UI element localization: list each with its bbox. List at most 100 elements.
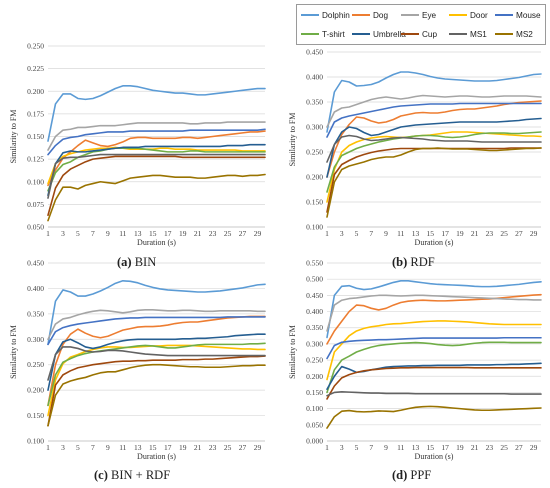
chart-panel-4: 0.000 0.050 0.100 0.150 0.200 0.250 0.300 0.350… xyxy=(288,259,542,461)
x-tick-label: 7 xyxy=(91,443,95,452)
legend-item-door: Door xyxy=(449,6,488,24)
x-tick-label: 5 xyxy=(76,443,80,452)
series-line-eye xyxy=(47,121,266,151)
series-line-eye xyxy=(47,308,266,341)
legend-label: Mouse xyxy=(516,10,541,20)
x-tick-label: 15 xyxy=(149,443,157,452)
legend-item-tshirt: T-shirt xyxy=(301,25,345,43)
x-tick-label: 1 xyxy=(325,443,329,452)
series-line-mouse xyxy=(47,128,266,156)
series-line-dolphin xyxy=(47,279,266,346)
y-tick-label: 0.350 xyxy=(306,98,323,107)
y-tick-label: 0.100 xyxy=(27,437,44,446)
series-line-door xyxy=(326,320,542,381)
x-tick-label: 17 xyxy=(441,229,449,238)
legend-label: Eye xyxy=(422,10,437,20)
legend-item-mouse: Mouse xyxy=(495,6,541,24)
legend-item-ms2: MS2 xyxy=(495,25,533,43)
y-tick-label: 0.400 xyxy=(306,307,323,316)
legend-swatch xyxy=(449,14,467,16)
x-tick-label: 23 xyxy=(209,229,217,238)
caption-text: PPF xyxy=(410,468,432,482)
series-line-umbrella xyxy=(326,117,542,178)
x-tick-label: 1 xyxy=(46,229,50,238)
caption-c: (c) BIN + RDF xyxy=(94,468,170,484)
legend-swatch xyxy=(352,14,370,16)
series-line-cup xyxy=(47,155,266,217)
series-line-eye xyxy=(326,94,542,128)
caption-letter: (c) xyxy=(94,468,108,482)
x-tick-label: 21 xyxy=(471,229,479,238)
series-line-tshirt xyxy=(47,147,266,192)
x-tick-label: 13 xyxy=(412,229,420,238)
legend-swatch xyxy=(495,33,513,35)
x-tick-label: 29 xyxy=(254,443,262,452)
series-line-cup xyxy=(47,355,266,427)
x-tick-label: 15 xyxy=(427,229,435,238)
x-tick-label: 9 xyxy=(384,443,388,452)
series-line-cup xyxy=(326,147,542,213)
caption-a: (a) BIN xyxy=(117,255,156,271)
x-tick-label: 3 xyxy=(61,229,65,238)
x-tick-label: 11 xyxy=(119,229,126,238)
x-tick-label: 17 xyxy=(164,229,172,238)
x-tick-label: 11 xyxy=(119,443,126,452)
legend-swatch xyxy=(449,33,467,35)
x-tick-label: 27 xyxy=(515,229,523,238)
series-line-ms2 xyxy=(47,173,266,222)
y-tick-label: 0.250 xyxy=(27,42,44,51)
x-tick-label: 21 xyxy=(471,443,479,452)
series-line-dolphin xyxy=(326,279,542,339)
y-axis-title: Similarity to FM xyxy=(288,325,297,379)
y-tick-label: 0.400 xyxy=(306,73,323,82)
series-line-mouse xyxy=(326,336,542,360)
x-tick-label: 21 xyxy=(194,443,202,452)
legend-swatch xyxy=(495,14,513,16)
series-line-umbrella xyxy=(47,143,266,197)
y-tick-label: 0.450 xyxy=(27,259,44,268)
x-tick-label: 23 xyxy=(209,443,217,452)
y-tick-label: 0.225 xyxy=(27,64,44,73)
series-line-tshirt xyxy=(47,342,266,407)
y-tick-label: 0.200 xyxy=(306,372,323,381)
caption-letter: (d) xyxy=(392,468,408,482)
x-tick-label: 19 xyxy=(456,229,464,238)
y-tick-label: 0.300 xyxy=(306,339,323,348)
chart-panel-1: 0.050 0.075 0.100 0.125 0.150 0.175 0.200 0.225… xyxy=(9,42,266,247)
x-tick-label: 11 xyxy=(397,229,404,238)
series-line-dog xyxy=(326,100,542,178)
series-line-cup xyxy=(326,366,542,400)
legend-swatch xyxy=(401,33,419,35)
x-tick-label: 15 xyxy=(427,443,435,452)
y-tick-label: 0.175 xyxy=(27,109,44,118)
x-tick-label: 19 xyxy=(179,229,187,238)
y-tick-label: 0.450 xyxy=(306,48,323,57)
legend-item-dog: Dog xyxy=(352,6,388,24)
x-tick-label: 23 xyxy=(486,229,494,238)
legend-swatch xyxy=(352,33,370,35)
x-tick-label: 3 xyxy=(61,443,65,452)
x-tick-label: 29 xyxy=(530,443,538,452)
x-tick-label: 3 xyxy=(340,443,344,452)
x-tick-label: 27 xyxy=(515,443,523,452)
x-tick-label: 27 xyxy=(239,229,247,238)
chart-panel-2: 0.100 0.150 0.200 0.250 0.300 0.350 0.400 0.450… xyxy=(288,48,542,247)
legend: Dolphin Dog Eye Door Mouse T-shirt Umbre… xyxy=(296,4,546,45)
x-tick-label: 3 xyxy=(340,229,344,238)
series-line-ms2 xyxy=(47,363,266,427)
y-tick-label: 0.050 xyxy=(306,420,323,429)
y-tick-label: 0.250 xyxy=(27,360,44,369)
y-tick-label: 0.300 xyxy=(27,335,44,344)
y-tick-label: 0.250 xyxy=(306,356,323,365)
caption-text: BIN xyxy=(134,255,157,269)
series-line-door xyxy=(326,131,542,203)
legend-label: Cup xyxy=(422,29,438,39)
legend-item-eye: Eye xyxy=(401,6,436,24)
x-tick-label: 5 xyxy=(355,229,359,238)
x-tick-label: 1 xyxy=(46,443,50,452)
x-tick-label: 17 xyxy=(441,443,449,452)
x-tick-label: 9 xyxy=(384,229,388,238)
y-tick-label: 0.500 xyxy=(306,275,323,284)
x-tick-label: 13 xyxy=(412,443,420,452)
legend-item-cup: Cup xyxy=(401,25,437,43)
